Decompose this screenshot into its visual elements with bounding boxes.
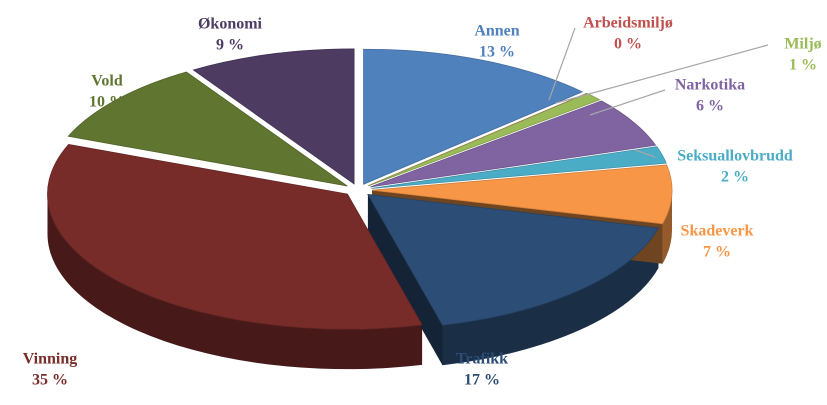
slice bbox=[363, 48, 584, 185]
slice-value-label: 10 % bbox=[89, 94, 125, 111]
slice-value-label: 2 % bbox=[721, 169, 749, 186]
slice-label: Vinning bbox=[23, 351, 78, 368]
slice-side bbox=[47, 194, 423, 370]
slice-label: Miljø bbox=[784, 36, 821, 53]
slice-value-label: 1 % bbox=[789, 57, 817, 74]
slice bbox=[192, 48, 355, 185]
slice-value-label: 6 % bbox=[696, 98, 724, 115]
slice-face bbox=[367, 194, 443, 366]
slice bbox=[371, 164, 673, 225]
slice-label: Vold bbox=[91, 73, 123, 90]
slice bbox=[367, 193, 660, 326]
slice-label: Økonomi bbox=[198, 16, 263, 33]
slice-label: Seksuallovbrudd bbox=[677, 148, 793, 165]
slice-value-label: 7 % bbox=[703, 244, 731, 261]
slice bbox=[67, 71, 348, 187]
slice bbox=[370, 100, 657, 188]
slice-value-label: 9 % bbox=[216, 37, 244, 54]
slice-value-label: 0 % bbox=[614, 36, 642, 53]
slice-value-label: 17 % bbox=[464, 372, 500, 389]
slice-label: Arbeidsmiljø bbox=[583, 15, 673, 32]
leader-line bbox=[548, 27, 576, 101]
slice bbox=[47, 144, 423, 330]
leader-line bbox=[555, 44, 769, 104]
slice-label: Skadeverk bbox=[681, 223, 754, 240]
slice bbox=[371, 146, 667, 189]
leader-line bbox=[634, 149, 656, 158]
leader-line bbox=[589, 89, 666, 116]
slice-value-label: 35 % bbox=[32, 372, 68, 389]
slice-label: Annen bbox=[474, 23, 519, 40]
slice-value-label: 13 % bbox=[479, 44, 515, 61]
slice-label: Trafikk bbox=[456, 351, 508, 368]
slice-label: Narkotika bbox=[675, 77, 745, 94]
slice-side bbox=[442, 228, 659, 366]
slice bbox=[368, 92, 601, 187]
